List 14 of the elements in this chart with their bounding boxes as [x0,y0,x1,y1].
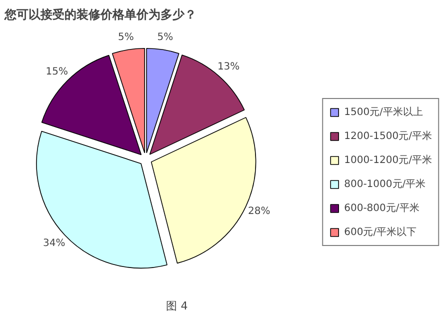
data-label: 34% [43,238,66,250]
data-label: 5% [118,32,134,44]
data-label: 15% [46,66,68,78]
data-label: 5% [157,32,174,44]
legend-label: 1200-1500元/平米 [344,130,432,143]
data-label: 28% [248,206,270,218]
legend-label: 600-800元/平米 [344,202,420,215]
legend-label: 600元/平米以下 [344,226,417,239]
caption: 图 4 [166,299,188,312]
chart-title: 您可以接受的装修价格单价为多少？ [4,8,196,22]
legend-label: 800-1000元/平米 [344,178,426,191]
legend-label: 1000-1200元/平米 [344,154,432,167]
legend-label: 1500元/平米以上 [344,106,423,119]
data-label: 13% [217,61,240,72]
